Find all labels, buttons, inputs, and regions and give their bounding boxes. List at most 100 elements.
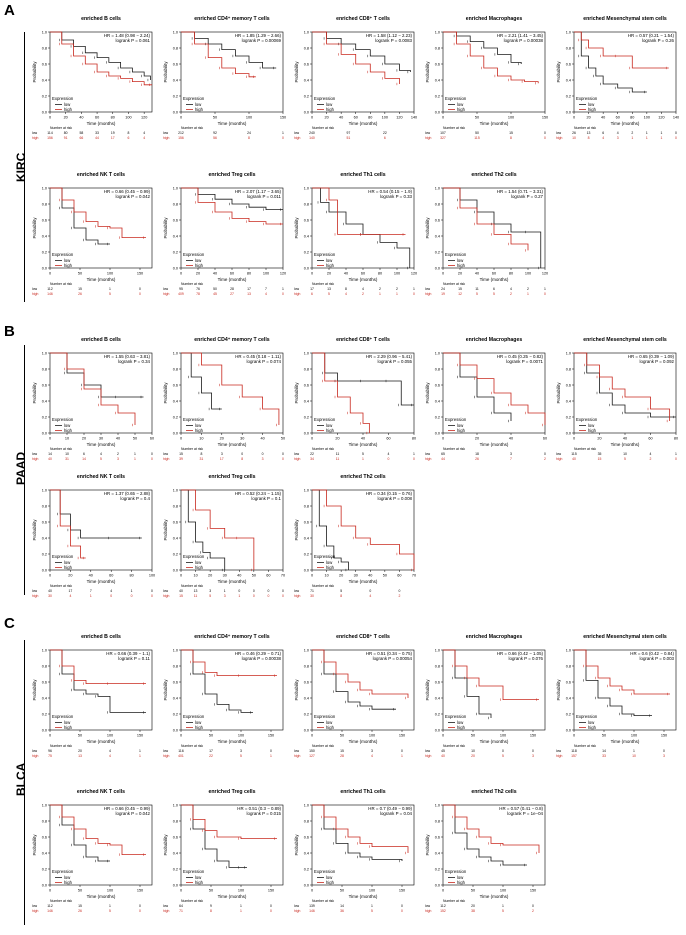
x-tick-label: 40 (237, 574, 241, 578)
y-axis-label: Probability (425, 382, 430, 404)
survival-curve-high (50, 31, 152, 86)
y-tick-label: 0.6 (304, 836, 309, 840)
x-tick-label: 50 (475, 116, 479, 120)
legend-title: Expression (576, 96, 598, 101)
km-plot-10: enriched B cells 0.0 0.2 0.4 0.6 0.8 1.0 Probab… (32, 337, 154, 461)
y-tick-label: 0.8 (566, 47, 571, 51)
risk-count-high: 2 (510, 292, 512, 296)
risk-count-high: 39 (179, 457, 183, 461)
risk-count-high: 22 (209, 754, 213, 758)
km-plot-5: enriched Mesenchymal stem cells 0.0 0.2 0.4… (556, 16, 679, 140)
risk-count-low: 7 (265, 287, 267, 291)
plot-frame (180, 804, 284, 886)
y-tick-label: 0.2 (435, 713, 440, 717)
risk-count-high: 0 (139, 292, 141, 296)
risk-count-low: 19 (111, 131, 115, 135)
x-tick-label: 0 (180, 574, 182, 578)
risk-count-low: 0 (270, 749, 272, 753)
legend-title: Expression (183, 252, 205, 257)
risk-count-low: 15 (340, 749, 344, 753)
legend-label-low: low (588, 102, 595, 107)
x-axis-label: Time (months) (349, 121, 378, 126)
plot-frame (442, 31, 546, 113)
km-plot-23: enriched NK T cells 0.0 0.2 0.4 0.6 0.8 1.0 Pro… (32, 789, 153, 913)
risk-count-high: 28 (340, 754, 344, 758)
legend-title: Expression (314, 252, 336, 257)
legend-label-high: high (326, 263, 335, 268)
risk-count-low: 40 (179, 589, 183, 593)
plot-frame (442, 649, 546, 731)
x-tick-label: 0 (311, 574, 313, 578)
risk-row-label-low: low (425, 904, 431, 908)
hazard-ratio-label: HR = 0.6 (0.42 − 0.84) (630, 651, 674, 656)
risk-count-high: 5 (240, 754, 242, 758)
risk-table-title: Number at risk (574, 744, 596, 748)
survival-curve-high (50, 187, 146, 238)
y-tick-label: 0.2 (304, 95, 309, 99)
legend-label-high: high (588, 725, 597, 730)
plot-title: enriched Mesenchymal stem cells (583, 16, 667, 22)
risk-count-low: 4 (143, 131, 145, 135)
x-tick-label: 150 (399, 734, 405, 738)
legend-label-low: low (457, 258, 464, 263)
risk-count-low: 13 (194, 589, 198, 593)
legend-label-high: high (326, 725, 335, 730)
x-tick-label: 50 (471, 734, 475, 738)
km-plot-1: enriched B cells 0.0 0.2 0.4 0.6 0.8 1.0 Probab… (32, 16, 153, 140)
risk-count-low: 4 (650, 452, 652, 456)
risk-count-high: 401 (178, 754, 184, 758)
legend-label-low: low (326, 875, 333, 880)
risk-count-low: 0 (282, 452, 284, 456)
risk-row-label-low: low (556, 452, 562, 456)
y-tick-label: 1.0 (435, 352, 440, 356)
plot-title: enriched CD8⁺ T cells (336, 337, 390, 343)
risk-count-high: 0 (282, 457, 284, 461)
risk-count-high: 8 (248, 136, 250, 140)
x-tick-label: 60 (95, 116, 99, 120)
risk-row-label-high: high (32, 457, 39, 461)
x-tick-label: 0 (442, 889, 444, 893)
y-tick-label: 0.4 (42, 235, 47, 239)
risk-count-high: 4 (143, 136, 145, 140)
risk-count-high: 11 (194, 594, 198, 598)
risk-count-low: 0 (532, 749, 534, 753)
survival-curve-low (181, 31, 277, 69)
x-axis-label: Time (months) (87, 739, 116, 744)
risk-count-low: 2 (117, 452, 119, 456)
y-tick-label: 0.6 (173, 521, 178, 525)
risk-count-low: 50 (475, 131, 479, 135)
x-tick-label: 0 (442, 272, 444, 276)
risk-row-label-high: high (163, 457, 170, 461)
risk-count-low: 0 (241, 452, 243, 456)
x-tick-label: 0 (49, 437, 51, 441)
risk-count-low: 8 (200, 452, 202, 456)
risk-count-high: 19 (441, 292, 445, 296)
logrank-p-label: logrank P = 0.33 (380, 194, 413, 199)
legend-label-high: high (326, 880, 335, 885)
legend-label-low: low (195, 258, 202, 263)
risk-row-label-high: high (32, 909, 39, 913)
risk-count-high: 51 (347, 136, 351, 140)
legend-title: Expression (445, 869, 467, 874)
risk-row-label-high: high (294, 594, 301, 598)
risk-row-label-low: low (163, 749, 169, 753)
survival-curve-low (50, 804, 110, 862)
x-tick-label: 20 (68, 574, 72, 578)
x-tick-label: 50 (78, 272, 82, 276)
risk-count-high: 146 (47, 292, 53, 296)
x-tick-label: 10 (199, 437, 203, 441)
survival-curve-low (50, 187, 110, 245)
x-tick-label: 100 (508, 116, 514, 120)
y-axis-label: Probability (294, 834, 299, 856)
risk-count-low: 24 (441, 287, 445, 291)
risk-count-low: 0 (151, 589, 153, 593)
y-tick-label: 0.0 (304, 432, 309, 436)
risk-row-label-low: low (32, 131, 38, 135)
logrank-p-label: logrank P = 0.26 (642, 38, 675, 43)
risk-count-high: 17 (220, 457, 224, 461)
risk-row-label-high: high (163, 754, 170, 758)
x-tick-label: 0 (180, 116, 182, 120)
y-tick-label: 1.0 (173, 804, 178, 808)
y-tick-label: 0.6 (173, 63, 178, 67)
y-tick-label: 0.4 (304, 235, 309, 239)
